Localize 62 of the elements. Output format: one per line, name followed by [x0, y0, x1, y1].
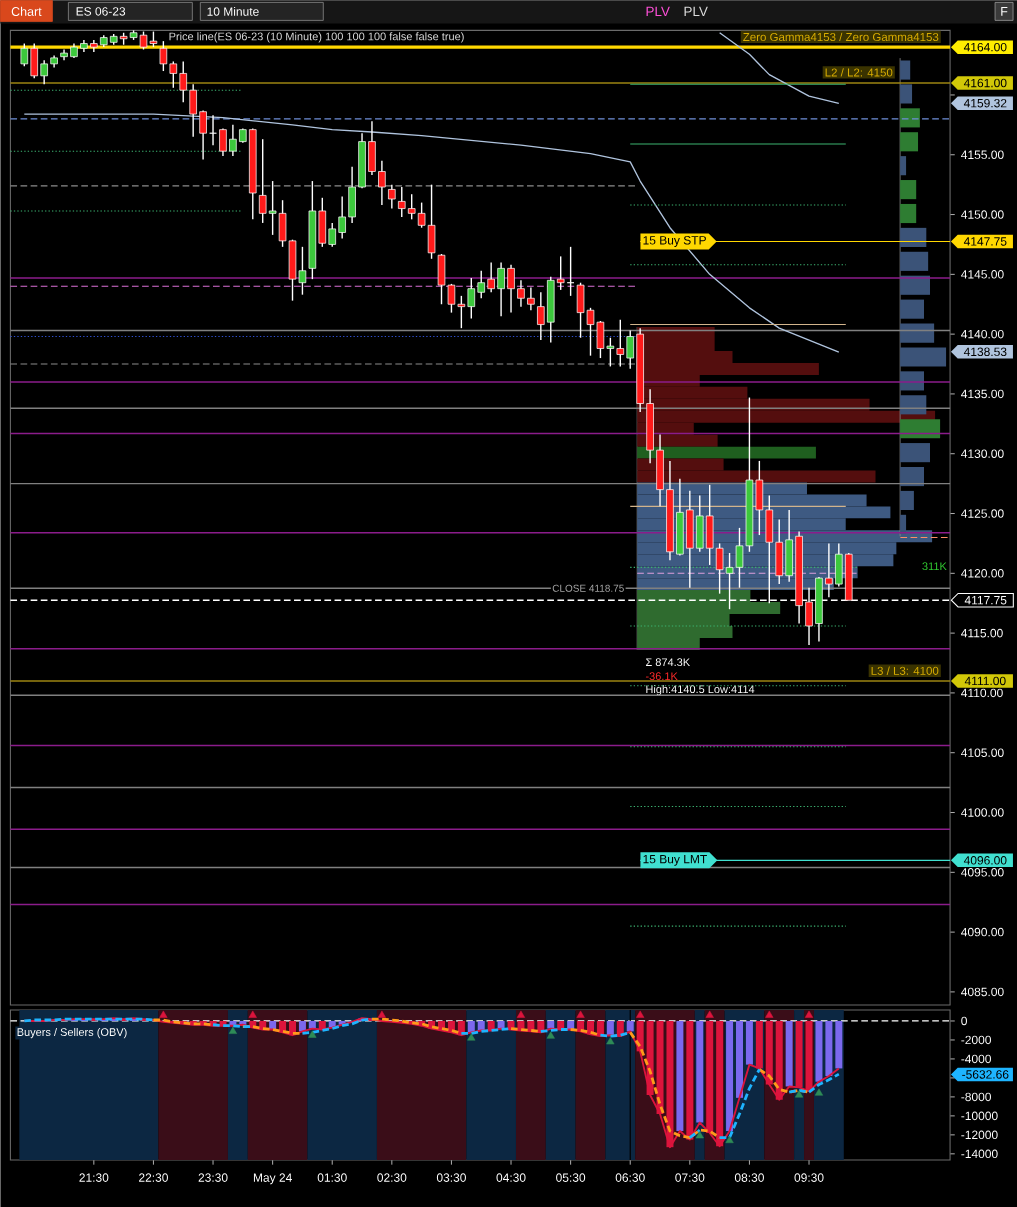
y-tick-label: -8000 [961, 1092, 991, 1102]
y-tick-label: 4105.00 [961, 748, 1004, 757]
y-tick-label: 4110.00 [961, 688, 1003, 698]
x-tick-label: 07:30 [675, 1173, 705, 1182]
text: Buyers / Sellers (OBV) [17, 1027, 127, 1039]
x-tick-label: 21:30 [79, 1173, 109, 1182]
x-tick-label: 09:30 [794, 1173, 824, 1182]
text: 4138.53 [963, 347, 1007, 357]
y-tick-label: -12000 [961, 1130, 998, 1140]
annotation: L3 / L3: 4100 [871, 666, 939, 675]
text: -5632.66 [962, 1070, 1009, 1079]
text: PLV [684, 6, 708, 17]
y-tick-label: 0 [961, 1016, 967, 1026]
y-tick-label: 4145.00 [961, 270, 1004, 279]
annotation: Price line(ES 06-23 (10 Minute) 100 100 100 false false true) [169, 32, 464, 43]
y-tick-label: -2000 [961, 1035, 991, 1045]
y-tick-label: 4135.00 [961, 389, 1004, 399]
x-tick-label: 06:30 [615, 1173, 645, 1182]
data-label: 4147.75 [963, 237, 1007, 246]
y-tick-label: 4130.00 [961, 449, 1004, 458]
y-tick-label: -4000 [961, 1054, 991, 1064]
x-tick-label: May 24 [253, 1173, 292, 1185]
ref-line-label: 4161.00 [963, 78, 1007, 88]
text: 4159.32 [963, 98, 1007, 108]
x-tick-label: 01:30 [317, 1173, 347, 1182]
x-tick-label: 08:30 [734, 1173, 764, 1182]
ref-line-label: 4111.00 [964, 676, 1006, 686]
x-tick-label: 23:30 [198, 1173, 228, 1182]
series-label: 15 Buy STP [643, 236, 706, 247]
ref-line-label: CLOSE 4118.75 [552, 584, 624, 592]
y-tick-label: 4150.00 [961, 210, 1004, 219]
annotation: Zero Gamma4153 / Zero Gamma4153 [743, 32, 939, 42]
ref-line-label: 4117.75 [964, 596, 1007, 605]
series-label: 15 Buy LMT [643, 854, 707, 866]
data-label: 4096.00 [963, 856, 1007, 865]
y-tick-label: 4090.00 [961, 927, 1004, 937]
text: PLV [646, 6, 670, 17]
annotation: Σ 874.3K [646, 658, 690, 667]
y-tick-label: 4155.00 [961, 150, 1004, 160]
y-tick-label: 4125.00 [961, 509, 1004, 518]
text: ES 06-23 [76, 7, 126, 16]
y-tick-label: 4115.00 [961, 628, 1003, 638]
x-tick-label: 05:30 [556, 1173, 586, 1182]
x-tick-label: 03:30 [436, 1173, 466, 1182]
text: F [1001, 7, 1008, 16]
text: Chart [11, 6, 42, 16]
y-tick-label: 4120.00 [961, 569, 1004, 578]
y-tick-label: 4095.00 [961, 868, 1004, 877]
annotation: -36.1K [645, 672, 678, 681]
annotation: High:4140.5 Low:4114 [646, 685, 755, 696]
y-tick-label: -14000 [961, 1149, 998, 1159]
y-tick-label: 4140.00 [961, 329, 1004, 339]
x-tick-label: 04:30 [496, 1173, 526, 1182]
x-tick-label: 22:30 [139, 1173, 168, 1182]
x-tick-label: 02:30 [377, 1173, 407, 1182]
text: 10 Minute [207, 6, 259, 16]
annotation: L2 / L2: 4150 [825, 68, 893, 77]
ref-line-label: 4164.00 [963, 42, 1007, 52]
y-tick-label: 4100.00 [961, 808, 1004, 817]
y-tick-label: -10000 [961, 1111, 998, 1121]
y-tick-label: 4085.00 [961, 987, 1004, 997]
annotation: 311K [922, 562, 947, 571]
